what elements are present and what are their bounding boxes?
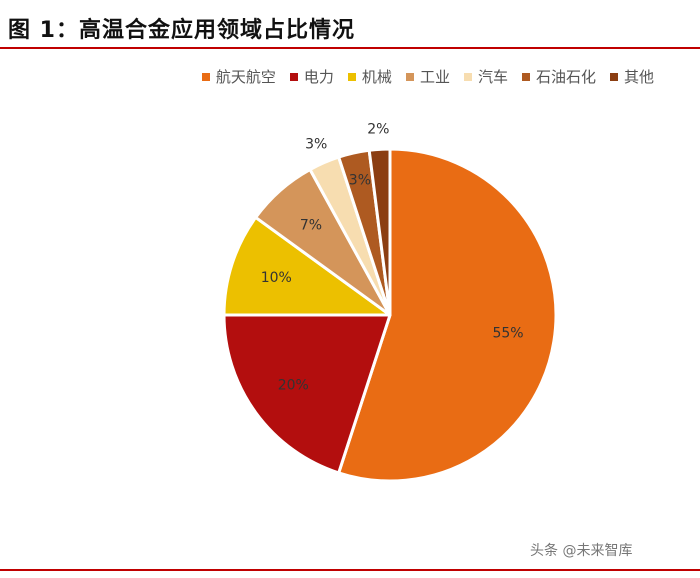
slice-data-label: 10% [261, 270, 292, 286]
legend-swatch [289, 72, 298, 81]
legend-swatch [609, 72, 618, 81]
chart-title: 图 1：高温合金应用领域占比情况 [8, 18, 355, 43]
pie-slice [367, 147, 392, 317]
slice-data-label: 3% [349, 173, 371, 189]
legend-item: 航天航空 [201, 66, 276, 87]
slice-data-label: 20% [278, 377, 309, 393]
legend-label: 汽车 [477, 68, 508, 86]
watermark: 头条 @未来智库 [530, 543, 633, 559]
legend-swatch [405, 72, 414, 81]
slice-data-label: 2% [367, 121, 389, 137]
bottom-divider [0, 569, 700, 571]
pie-slice [337, 147, 558, 483]
slice-data-label: 55% [492, 326, 523, 342]
pie-slice [222, 313, 392, 475]
legend-label: 机械 [361, 68, 392, 86]
legend-swatch [463, 72, 472, 81]
legend-swatch [201, 72, 210, 81]
pie-slice [222, 215, 392, 317]
legend-swatch [347, 72, 356, 81]
chart-legend: 航天航空 电力 机械 工业 汽车 石油石化 其他 [201, 66, 654, 87]
legend-item: 工业 [405, 66, 450, 87]
legend-item: 电力 [289, 66, 334, 87]
slice-data-label: 3% [305, 136, 327, 152]
legend-item: 其他 [609, 66, 654, 87]
legend-label: 电力 [303, 68, 334, 86]
legend-label: 石油石化 [535, 68, 596, 86]
legend-label: 航天航空 [215, 68, 276, 86]
legend-item: 机械 [347, 66, 392, 87]
legend-label: 工业 [419, 68, 450, 86]
legend-swatch [521, 72, 530, 81]
slice-data-label: 7% [300, 217, 322, 233]
title-divider [0, 47, 700, 49]
legend-item: 石油石化 [521, 66, 596, 87]
legend-item: 汽车 [463, 66, 508, 87]
legend-label: 其他 [623, 68, 654, 86]
